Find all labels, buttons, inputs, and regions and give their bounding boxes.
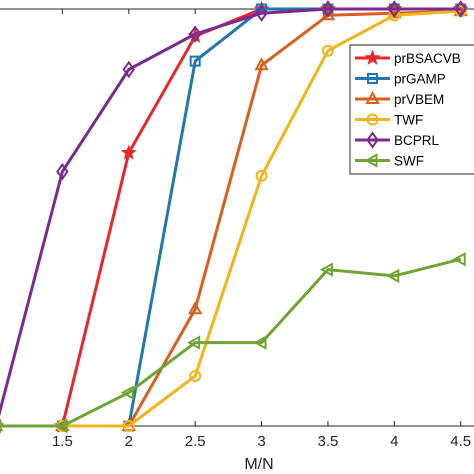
data-point-bcprl — [255, 4, 268, 22]
x-tick-label: 4.5 — [450, 433, 471, 450]
legend-label: prBSACVB — [394, 51, 461, 66]
x-tick-label: 3 — [257, 433, 265, 450]
data-point-twf — [189, 369, 202, 382]
data-point-bcprl — [122, 60, 136, 79]
series-line-swf — [0, 257, 462, 428]
data-point-bcprl — [388, 0, 401, 18]
legend-marker — [365, 90, 380, 104]
data-point-swf — [54, 418, 68, 434]
series-lines — [0, 0, 469, 434]
data-point-swf — [120, 385, 134, 400]
data-point-prbsacvb — [120, 144, 137, 160]
legend-item: prGAMP — [355, 72, 446, 87]
x-tick-label: 1.5 — [52, 433, 73, 450]
legend-label: TWF — [394, 113, 423, 128]
data-point-twf — [255, 169, 268, 182]
legend-marker — [367, 73, 378, 84]
legend-label: prGAMP — [394, 72, 446, 87]
data-point-bcprl — [188, 25, 202, 43]
legend: prBSACVB prGAMP prVBEM TWF BCPRL SWF — [349, 44, 474, 175]
data-point-swf — [253, 335, 267, 350]
legend-label: SWF — [394, 154, 424, 169]
x-tick-label: 3.5 — [318, 433, 339, 450]
legend-item: prBSACVB — [355, 49, 461, 66]
legend-item: SWF — [355, 153, 424, 169]
legend-item: BCPRL — [355, 131, 440, 149]
data-point-swf — [319, 262, 333, 277]
data-point-twf — [122, 420, 135, 432]
data-point-swf — [452, 252, 466, 267]
legend-marker — [366, 113, 379, 126]
legend-item: prVBEM — [355, 90, 444, 107]
series-line-bcprl — [0, 7, 461, 417]
legend-box — [349, 44, 474, 175]
series-swf — [0, 252, 466, 434]
data-point-prvbem — [187, 301, 203, 315]
data-point-swf — [187, 335, 201, 350]
legend-label: BCPRL — [394, 133, 440, 148]
data-point-bcprl — [56, 162, 69, 181]
legend-item: TWF — [355, 113, 423, 128]
legend-marker — [366, 131, 379, 149]
x-tick-labels: 1.5 2 2.5 3 3.5 4 4.5 — [52, 433, 471, 450]
data-point-bcprl — [321, 0, 335, 18]
legend-marker — [364, 49, 381, 65]
series-line-twf — [0, 9, 461, 428]
data-point-prvbem — [320, 7, 336, 21]
data-point-bcprl — [454, 0, 467, 18]
legend-marker — [364, 153, 378, 168]
x-axis-label: M/N — [244, 456, 273, 473]
x-tick-label: 4 — [390, 433, 398, 450]
data-point-twf — [321, 44, 334, 57]
series-bcprl — [0, 0, 467, 430]
x-tick-label: 2.5 — [185, 433, 206, 450]
x-tick-label: 2 — [125, 433, 133, 450]
data-point-prvbem — [254, 57, 269, 71]
legend-label: prVBEM — [394, 92, 444, 107]
data-point-prgamp — [189, 55, 201, 67]
data-point-swf — [386, 268, 400, 284]
